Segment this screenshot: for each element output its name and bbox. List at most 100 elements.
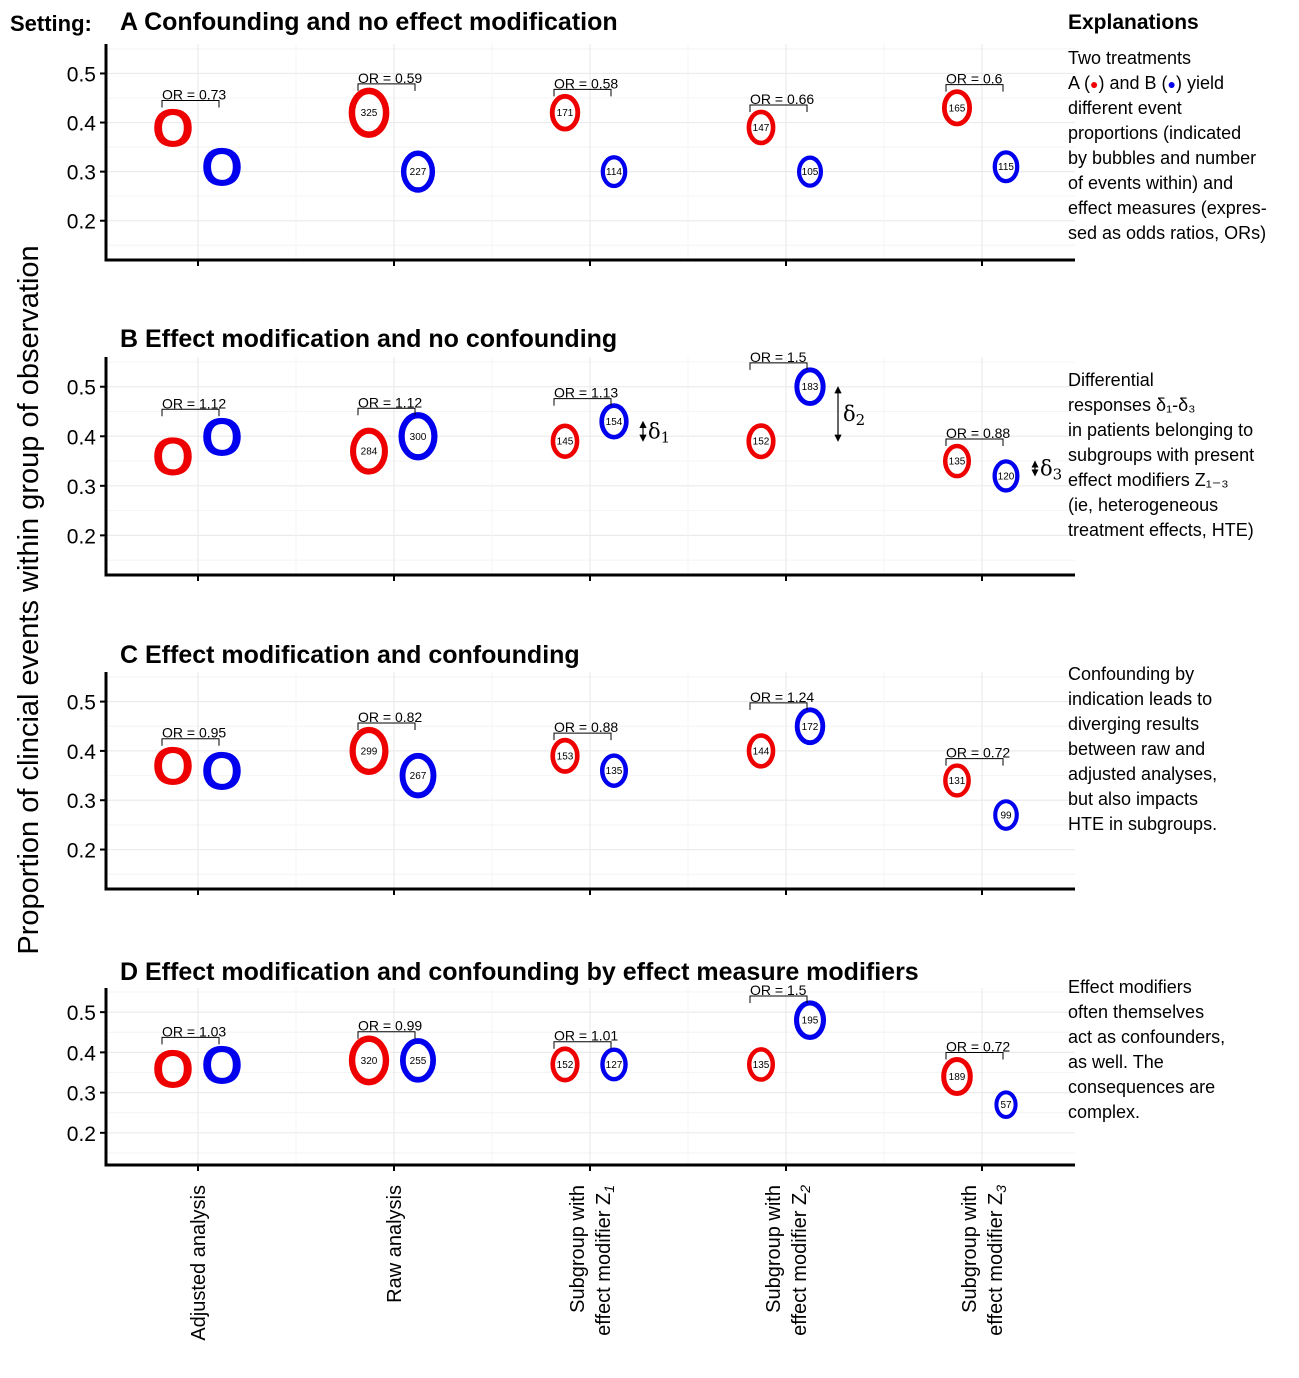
series-A-count: 135: [949, 457, 966, 468]
series-B-bubble: [992, 459, 1020, 493]
y-tick-label: 0.3: [67, 476, 96, 499]
series-A-marker: O: [152, 427, 194, 487]
category-group: O OOR = 1.12: [152, 395, 243, 487]
or-bracket: [357, 407, 416, 416]
series-A-count: 284: [361, 447, 378, 458]
or-bracket: [749, 104, 808, 112]
or-bracket: [945, 758, 1004, 766]
or-bracket: [161, 1036, 220, 1045]
series-A-count: 320: [361, 1056, 378, 1067]
or-label: OR = 0.59: [358, 70, 422, 86]
or-bracket: [749, 702, 808, 710]
explanation-A-line: by bubbles and number: [1068, 148, 1256, 168]
series-A-count: 152: [753, 437, 770, 448]
or-label: OR = 0.88: [554, 719, 618, 735]
y-tick-label: 0.3: [67, 1083, 96, 1106]
series-B-bubble: [994, 1090, 1018, 1119]
or-label: OR = 1.5: [750, 349, 807, 365]
explanation-B-line: Differential: [1068, 370, 1154, 390]
series-B-bubble: [992, 150, 1020, 184]
explanation-D-line: as well. The: [1068, 1052, 1164, 1072]
series-B-bubble: [599, 403, 629, 440]
series-A-bubble: [550, 1046, 580, 1083]
or-bracket: [749, 995, 808, 1003]
explanation-C-line: adjusted analyses,: [1068, 764, 1217, 784]
or-label: OR = 0.95: [162, 725, 226, 741]
explanation-B-line: subgroups with present: [1068, 445, 1254, 465]
or-bracket: [161, 738, 220, 746]
series-A-count: 165: [949, 103, 966, 114]
series-A-count: 153: [557, 751, 574, 762]
series-B-marker: O: [201, 138, 243, 198]
series-A-count: 299: [361, 746, 378, 757]
explanation-C-line: HTE in subgroups.: [1068, 814, 1217, 834]
y-axis-label: Proportion of clincial events within gro…: [13, 245, 45, 954]
series-A-bubble: [349, 726, 389, 775]
series-A-bubble: [549, 93, 581, 132]
or-label: OR = 1.24: [750, 689, 814, 705]
series-B-count: 115: [998, 162, 1014, 173]
y-tick-label: 0.4: [67, 1042, 97, 1065]
category-group: O OOR = 0.95: [152, 725, 243, 802]
category-group: 152 183 OR = 1.5: [746, 349, 826, 460]
category-group: 131 99 OR = 0.72: [943, 745, 1019, 831]
or-label: OR = 0.99: [358, 1018, 422, 1034]
series-B-marker: O: [201, 407, 243, 467]
series-A-count: 144: [753, 746, 770, 757]
series-B-count: 127: [606, 1060, 623, 1071]
explanations-header: Explanations: [1068, 11, 1199, 34]
y-tick-label: 0.4: [67, 426, 97, 449]
or-label: OR = 0.88: [946, 425, 1010, 441]
or-bracket: [945, 1051, 1004, 1060]
explanation-A-line: sed as odds ratios, ORs): [1068, 223, 1266, 243]
explanation-D-line: consequences are: [1068, 1077, 1215, 1097]
panel-title: C Effect modification and confounding: [120, 641, 580, 669]
series-A-marker: O: [152, 737, 194, 797]
category-group: 189 57 OR = 0.72: [941, 1038, 1018, 1119]
category-group: 165 115 OR = 0.6: [941, 71, 1020, 184]
category-group: 153 135 OR = 0.88: [550, 719, 629, 788]
explanation-D-line: complex.: [1068, 1102, 1140, 1122]
x-tick-label: Subgroup with: [567, 1185, 589, 1313]
explanation-A-line: A (●) and B (●) yield: [1068, 73, 1224, 93]
explanation-D-line: Effect modifiers: [1068, 977, 1192, 997]
grid: [106, 988, 1075, 1165]
category-group: 145 154 OR = 1.13: [550, 385, 629, 459]
panel-title: D Effect modification and confounding by…: [120, 958, 919, 986]
or-bracket: [553, 1041, 612, 1049]
series-A-count: 147: [753, 123, 770, 134]
explanation-A-line: Two treatments: [1068, 48, 1191, 68]
series-A-bubble: [942, 443, 972, 479]
series-B-bubble: [600, 155, 628, 189]
or-label: OR = 0.66: [750, 91, 814, 107]
series-B-count: 135: [606, 766, 623, 777]
series-A-count: 135: [753, 1060, 770, 1071]
delta-label: δ1: [648, 419, 670, 446]
explanation-A-line: proportions (indicated: [1068, 123, 1241, 143]
delta-annotation: δ2: [834, 386, 865, 442]
explanation-C-line: but also impacts: [1068, 789, 1198, 809]
x-axis-labels: Adjusted analysis Raw analysis Subgroup wi…: [188, 1185, 1009, 1341]
explanation-A-line: effect measures (expres-: [1068, 198, 1267, 218]
y-tick-label: 0.4: [67, 741, 97, 764]
series-B-count: 227: [410, 167, 427, 178]
delta-label: δ2: [843, 402, 865, 429]
series-B-count: 114: [606, 167, 622, 178]
series-A-bubble: [941, 89, 973, 127]
explanation-B-line: responses δ₁-δ₃: [1068, 395, 1196, 415]
category-group: 135 120 OR = 0.88: [942, 425, 1020, 493]
category-group: O OOR = 1.03: [152, 1023, 243, 1099]
series-A-bubble: [746, 109, 776, 146]
series-B-count: 120: [998, 471, 1015, 482]
series-B-count: 57: [1000, 1100, 1012, 1111]
series-B-bubble: [793, 1000, 827, 1040]
series-A-bubble: [746, 733, 776, 769]
or-label: OR = 1.12: [358, 394, 422, 410]
category-group: 135 195 OR = 1.5: [746, 982, 827, 1082]
delta-annotation: δ1: [639, 419, 670, 446]
or-bracket: [553, 88, 612, 97]
series-A-bubble: [550, 737, 580, 774]
panel-d: 0.2 0.3 0.4 0.5 D Effect modification and co…: [67, 958, 1075, 1171]
category-group: 171 114 OR = 0.58: [549, 75, 628, 189]
category-group: 284 300 OR = 1.12: [350, 394, 438, 475]
